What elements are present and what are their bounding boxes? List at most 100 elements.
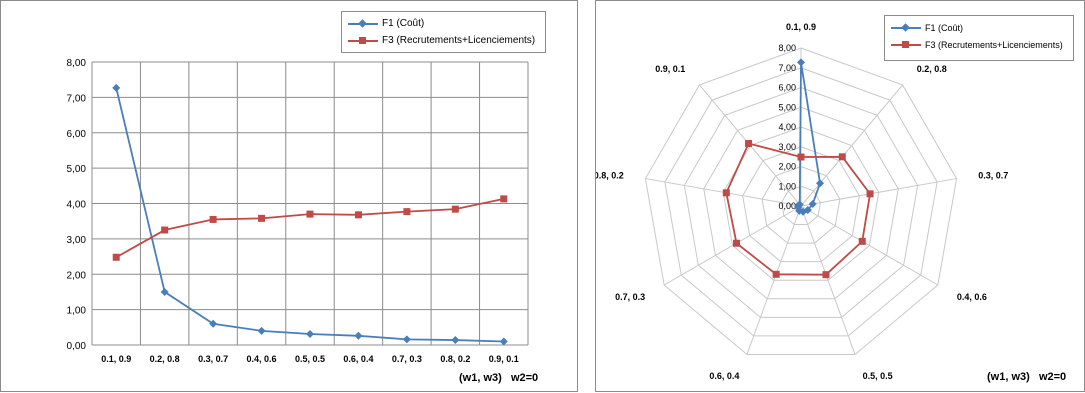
data-point-f1	[808, 199, 817, 208]
radar-gridline	[644, 47, 958, 355]
data-point-f3	[403, 208, 411, 216]
data-point-f1	[112, 83, 121, 92]
legend-swatch-f3	[348, 36, 378, 46]
radial-tick-label: 4,00	[778, 122, 796, 132]
radial-tick-label: 6,00	[778, 83, 796, 93]
y-tick-label: 4,00	[67, 200, 87, 211]
radar-chart-legend: F1 (Coût) F3 (Recrutements+Licenciements…	[884, 15, 1074, 61]
data-point-f1	[257, 326, 266, 335]
radar-spoke	[800, 205, 939, 286]
radial-tick-label: 0,00	[778, 201, 796, 211]
radar-gridline	[781, 185, 821, 226]
x-tick-label: 0.3, 0.7	[198, 354, 228, 364]
data-point-f1	[816, 179, 825, 188]
data-point-f3	[733, 239, 741, 247]
x-tick-label: 0.2, 0.8	[150, 354, 180, 364]
data-point-f3	[822, 271, 830, 279]
data-point-f3	[500, 195, 508, 203]
data-point-f3	[745, 140, 753, 148]
legend-label-f1: F1 (Coût)	[925, 22, 964, 33]
radar-gridline	[703, 106, 899, 300]
y-tick-label: 0,00	[67, 341, 87, 352]
legend-label-f1: F1 (Coût)	[382, 18, 425, 29]
radar-spoke	[663, 205, 802, 286]
x-tick-label: 0.8, 0.2	[440, 354, 470, 364]
category-label: 0.2, 0.8	[917, 64, 947, 74]
legend-item-f1: F1 (Coût)	[891, 19, 1067, 36]
data-point-f1	[354, 331, 363, 340]
x-tick-label: 0.9, 0.1	[489, 354, 519, 364]
radial-tick-label: 3,00	[778, 142, 796, 152]
radial-tick-label: 8,00	[778, 43, 796, 53]
legend-swatch-f1	[891, 22, 921, 33]
line-chart-panel: 0,00 1,00 2,00 3,00 4,00 5,00 6,00 7,00 8,00 0.1,…	[0, 0, 578, 392]
legend-swatch-f3	[891, 40, 921, 50]
category-label: 0.4, 0.6	[957, 292, 987, 302]
data-point-f3	[354, 211, 362, 219]
data-point-f1	[306, 330, 314, 339]
line-chart-legend: F1 (Coût) F3 (Recrutements+Licenciements…	[341, 11, 546, 53]
legend-item-f1: F1 (Coût)	[348, 15, 539, 32]
x-tick-label: 0.1, 0.9	[101, 354, 131, 364]
x-tick-label: 0.4, 0.6	[247, 354, 277, 364]
data-point-f1	[795, 200, 804, 209]
radar-chart-panel: 0,00 1,00 2,00 3,00 4,00 5,00 6,00 7,00 8,00 0.1,…	[595, 0, 1085, 392]
category-label: 0.5, 0.5	[863, 371, 893, 381]
axis-note: (w1, w3) w2=0	[987, 371, 1067, 383]
legend-label-f3: F3 (Recrutements+Licenciements)	[382, 35, 536, 46]
data-point-f1	[402, 335, 411, 344]
data-point-f1	[797, 58, 805, 67]
radar-spoke	[800, 205, 856, 355]
data-point-f3	[306, 210, 314, 218]
data-point-f1	[209, 319, 218, 328]
series-line-f3	[725, 142, 871, 276]
radar-gridline	[683, 86, 919, 318]
data-point-f1	[799, 207, 808, 216]
data-point-f3	[858, 237, 866, 245]
y-tick-label: 2,00	[67, 270, 87, 281]
data-point-f3	[772, 270, 780, 278]
y-tick-label: 7,00	[67, 93, 87, 104]
data-point-f3	[866, 190, 874, 198]
data-point-f3	[722, 189, 730, 197]
radial-tick-label: 5,00	[778, 102, 796, 112]
y-tick-label: 5,00	[67, 164, 87, 175]
radial-tick-label: 1,00	[778, 181, 796, 191]
data-point-f3	[797, 153, 805, 161]
data-point-f3	[161, 226, 169, 234]
legend-swatch-f1	[348, 18, 378, 29]
y-tick-label: 8,00	[67, 58, 87, 69]
category-label: 0.9, 0.1	[655, 64, 685, 74]
data-point-f1	[795, 206, 804, 215]
line-chart: 0,00 1,00 2,00 3,00 4,00 5,00 6,00 7,00 8,00 0.1,…	[67, 58, 529, 364]
category-label: 0.6, 0.4	[709, 371, 739, 381]
category-label: 0.8, 0.2	[596, 171, 624, 181]
legend-label-f3: F3 (Recrutements+Licenciements)	[925, 39, 1063, 50]
y-tick-label: 3,00	[67, 235, 87, 246]
radar-chart: 0,00 1,00 2,00 3,00 4,00 5,00 6,00 7,00 8,00 0.1,…	[596, 22, 1008, 381]
data-point-f3	[451, 205, 459, 213]
radar-spoke	[800, 178, 957, 207]
series-line-f3	[115, 198, 504, 259]
radial-tick-label: 2,00	[778, 162, 796, 172]
x-tick-label: 0.6, 0.4	[343, 354, 373, 364]
data-point-f3	[112, 253, 120, 261]
y-tick-label: 6,00	[67, 129, 87, 140]
category-label: 0.7, 0.3	[615, 292, 645, 302]
x-tick-label: 0.5, 0.5	[295, 354, 325, 364]
x-tick-label: 0.7, 0.3	[392, 354, 422, 364]
data-point-f1	[499, 337, 508, 346]
radar-spoke	[746, 205, 802, 355]
radar-spoke	[800, 84, 903, 207]
data-point-f3	[838, 153, 846, 161]
data-point-f3	[209, 215, 217, 223]
radar-gridline	[664, 67, 938, 337]
y-tick-label: 1,00	[67, 306, 87, 317]
data-point-f1	[160, 287, 169, 296]
radar-gridline	[742, 146, 860, 263]
legend-item-f3: F3 (Recrutements+Licenciements)	[891, 36, 1067, 53]
axis-note: (w1, w3) w2=0	[459, 372, 539, 384]
radar-gridline	[761, 165, 841, 244]
category-label: 0.1, 0.9	[786, 22, 816, 32]
radial-tick-label: 7,00	[778, 63, 796, 73]
